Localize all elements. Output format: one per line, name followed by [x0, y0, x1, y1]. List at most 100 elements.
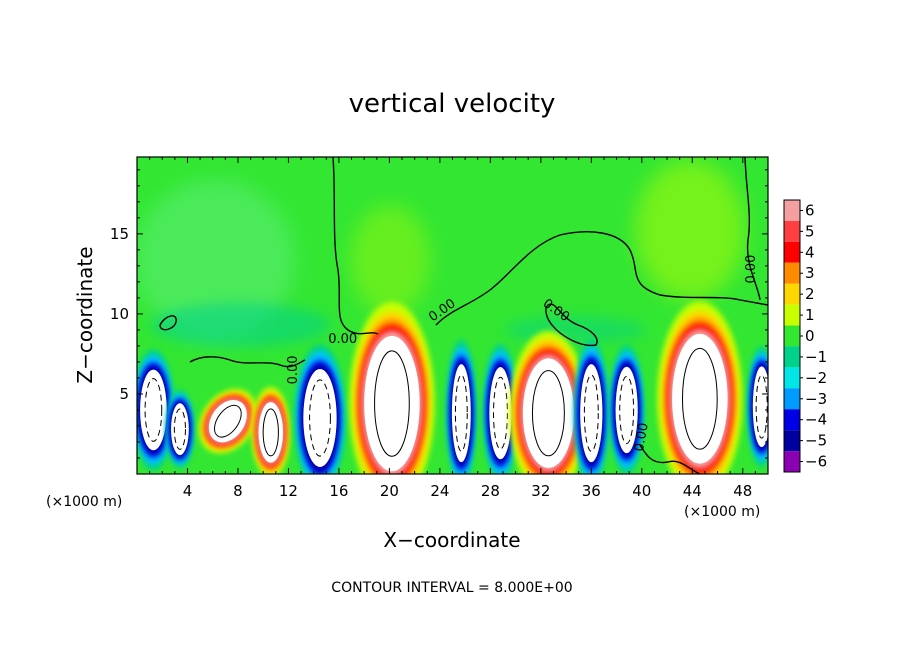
- colorbar-swatch: [784, 388, 800, 410]
- colorbar-label: 5: [805, 222, 815, 240]
- contour-label: 0.00: [286, 355, 301, 384]
- x-tick-label: 28: [481, 482, 500, 500]
- y-axis-label: Z−coordinate: [73, 246, 97, 383]
- velocity-cell: [137, 349, 174, 471]
- colorbar-label: 2: [805, 285, 815, 303]
- x-tick-label: 32: [531, 482, 550, 500]
- shade-cyan-right: [505, 316, 645, 344]
- chart-title: vertical velocity: [349, 89, 556, 119]
- zero-contour-upper: [332, 157, 768, 335]
- shade-cyan-left: [150, 303, 330, 347]
- zero-contour-right: [744, 157, 761, 301]
- x-axis-label: X−coordinate: [383, 528, 520, 552]
- colorbar-label: 6: [805, 201, 815, 219]
- colorbar-label: −2: [805, 369, 827, 387]
- x-tick-label: 12: [279, 482, 298, 500]
- colorbar-label: −5: [805, 432, 827, 450]
- colorbar-label: −1: [805, 348, 827, 366]
- cell-core: [752, 366, 768, 448]
- colorbar-swatch: [784, 409, 800, 431]
- velocity-cell: [509, 331, 588, 474]
- colorbar-label: 3: [805, 264, 815, 282]
- cell-core: [451, 364, 471, 463]
- cell-contour: [144, 378, 163, 442]
- colorbar-swatch: [784, 367, 800, 389]
- x-tick-label: 48: [733, 482, 752, 500]
- cell-contour: [493, 376, 508, 450]
- x-unit-right: (×1000 m): [684, 504, 760, 520]
- cell-contour: [755, 374, 768, 439]
- colorbar-swatch: [784, 304, 800, 326]
- colorbar-swatch: [784, 430, 800, 452]
- x-unit-left: (×1000 m): [46, 494, 122, 510]
- velocity-cell: [574, 339, 609, 474]
- y-axis: 5 10 15: [110, 169, 768, 459]
- x-tick-label: 20: [380, 482, 399, 500]
- x-tick-label: 24: [430, 482, 449, 500]
- cell-core: [489, 367, 512, 460]
- velocity-cell: [483, 344, 518, 474]
- zero-contour-low-right: [639, 444, 701, 474]
- x-tick-label: 44: [683, 482, 702, 500]
- cell-contour: [681, 347, 718, 450]
- cell-core: [258, 402, 283, 463]
- contour-label: 0.00: [632, 422, 652, 453]
- contour-label: 0.00: [744, 255, 759, 284]
- cell-core: [140, 369, 167, 451]
- cell-core: [672, 333, 728, 464]
- colorbar-swatch: [784, 200, 800, 221]
- y-tick-label: 10: [110, 305, 129, 323]
- zero-contour-loop-a: [159, 315, 177, 331]
- contour-label: 0.00: [328, 332, 357, 347]
- velocity-cell: [199, 389, 257, 454]
- colorbar-swatch: [784, 220, 800, 242]
- colorbar-label: 1: [805, 306, 815, 324]
- x-tick-label: 16: [329, 482, 348, 500]
- x-tick-label: 36: [582, 482, 601, 500]
- cell-contour: [454, 374, 468, 452]
- y-tick-label: 15: [110, 225, 129, 243]
- colorbar-swatch: [784, 283, 800, 305]
- x-tick-label: 8: [233, 482, 243, 500]
- colorbar-swatch: [784, 451, 800, 472]
- cell-contour: [531, 370, 565, 457]
- colorbar: 6 5 4 3 2 1 0 −1 −2 −3 −4 −5 −6: [783, 199, 827, 473]
- colorbar-swatch: [784, 262, 800, 284]
- cell-contour: [374, 350, 410, 457]
- colorbar-label: 4: [805, 243, 815, 261]
- cell-contour: [583, 374, 599, 452]
- cell-core: [303, 368, 337, 467]
- x-tick-label: 40: [632, 482, 651, 500]
- colorbar-label: −3: [805, 390, 827, 408]
- cell-contour: [619, 375, 635, 445]
- shade-upper-right: [635, 160, 745, 300]
- colorbar-label: 0: [805, 327, 815, 345]
- velocity-cell: [349, 302, 435, 474]
- velocity-cell: [609, 345, 644, 474]
- cell-contour: [173, 408, 186, 450]
- velocity-cell: [166, 390, 194, 469]
- velocity-cell: [748, 346, 768, 468]
- x-tick-label: 4: [183, 482, 193, 500]
- cell-contour: [214, 404, 242, 438]
- cell-contour: [262, 408, 279, 457]
- velocity-cell: [252, 386, 290, 474]
- cell-core: [580, 364, 603, 463]
- cell-core: [208, 400, 247, 443]
- colorbar-swatch: [784, 346, 800, 368]
- plot-area: 0.000.000.00 0.000.000.00: [137, 157, 768, 474]
- colorbar-label: −4: [805, 411, 827, 429]
- y-tick-label: 5: [119, 385, 129, 403]
- cell-core: [522, 358, 574, 468]
- cell-core: [364, 335, 420, 472]
- colorbar-swatch: [784, 325, 800, 347]
- shade-center: [350, 205, 430, 315]
- velocity-cell: [446, 339, 476, 474]
- cell-contour: [309, 379, 331, 457]
- velocity-cell: [294, 344, 346, 474]
- zero-contour-low-left: [189, 356, 306, 368]
- zero-contour-loop-b: [545, 303, 598, 347]
- contour-interval-footer: CONTOUR INTERVAL = 8.000E+00: [331, 580, 572, 596]
- colorbar-label: −6: [805, 453, 827, 471]
